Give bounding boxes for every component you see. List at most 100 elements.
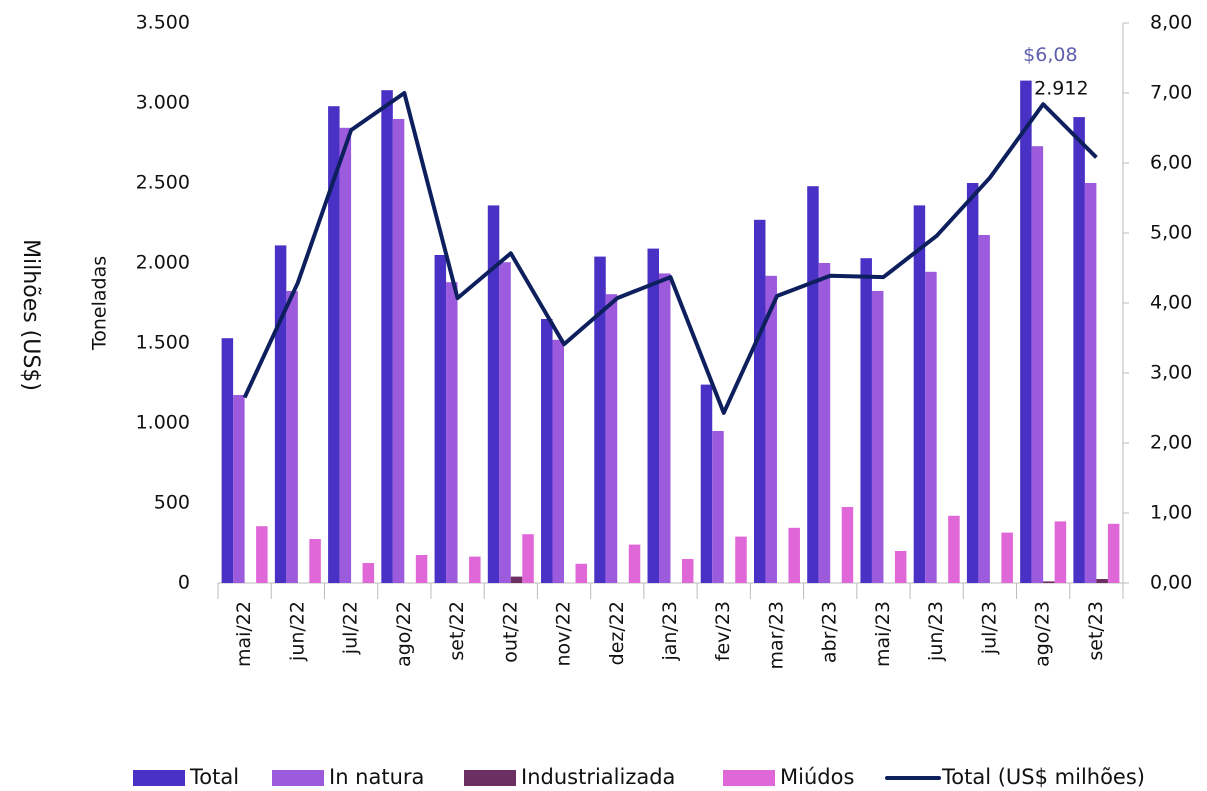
legend-label: Miúdos [780,765,854,789]
bar [894,551,907,583]
y2-axis-title: Milhões (US$) [18,239,43,391]
bar [682,559,694,583]
bar [487,205,500,583]
x-tick-label: fev/23 [712,601,734,661]
bar [966,183,979,583]
data-label: $6,08 [1023,44,1077,66]
x-tick-label: mai/23 [872,601,894,667]
bar [309,539,321,583]
bar [913,205,926,583]
bar [628,544,641,583]
y2-tick-label: 4,00 [1150,292,1192,314]
x-tick-label: ago/22 [393,601,415,667]
bar [788,527,800,583]
y2-tick-label: 5,00 [1150,222,1192,244]
bar [256,526,268,583]
x-tick-label: mai/22 [233,601,255,667]
bar [510,576,523,583]
bar [362,563,375,583]
bar [446,282,458,583]
bar [1001,532,1013,583]
x-tick-label: jun/22 [286,601,308,662]
x-tick-label: set/22 [446,601,468,661]
x-tick-label: jul/22 [340,601,362,655]
bar [221,338,234,583]
x-tick-label: nov/22 [553,601,575,667]
x-tick-label: mar/23 [765,601,787,670]
bar [1054,521,1067,583]
data-label: 2.912 [1034,78,1088,100]
y-tick-label: 1.000 [136,412,190,434]
bar [765,275,777,583]
y2-tick-label: 7,00 [1150,82,1192,104]
bar [541,319,553,583]
bar [978,235,990,583]
bar [753,219,766,584]
bar [1020,80,1032,583]
x-tick-label: jul/23 [978,601,1000,655]
bar [392,119,405,583]
y-tick-label: 3.500 [136,12,190,34]
bar [274,245,287,583]
bar [841,507,854,583]
y-tick-label: 500 [154,492,190,514]
bar [735,536,747,583]
x-tick-label: jun/23 [925,601,947,662]
bar [860,258,872,583]
bar [381,90,393,583]
bar [659,273,671,583]
legend-label: Total [189,765,239,789]
bar [1043,581,1055,583]
bar [605,294,618,583]
bar [594,256,606,583]
x-tick-label: set/23 [1085,601,1107,661]
bar [948,515,960,583]
bar [1073,117,1085,583]
legend-label: Total (US$ milhões) [941,765,1145,789]
legend-swatch [464,770,516,786]
x-tick-label: ago/23 [1032,601,1054,667]
y2-tick-label: 0,00 [1150,572,1192,594]
y-axis-title: Toneladas [89,256,111,351]
legend-swatch [133,770,185,786]
bar [415,555,428,583]
bar [499,262,511,583]
bar [925,271,937,583]
bar [700,384,713,583]
bar [712,431,724,583]
bar [871,291,884,583]
bar [1031,146,1044,583]
y-tick-label: 1.500 [136,332,190,354]
y-tick-label: 2.500 [136,172,190,194]
x-tick-label: jan/23 [659,601,681,662]
bar [233,395,245,583]
x-tick-label: abr/23 [819,601,841,663]
legend-swatch [723,770,775,786]
y2-tick-label: 6,00 [1150,152,1192,174]
y-tick-label: 2.000 [136,252,190,274]
x-tick-label: out/22 [499,601,521,663]
legend-label: Industrializada [521,765,675,789]
y2-tick-label: 8,00 [1150,12,1192,34]
legend-label: In natura [329,765,424,789]
bar [522,534,534,583]
y-tick-label: 3.000 [136,92,190,114]
x-tick-label: dez/22 [606,601,628,665]
bar [469,556,481,583]
bar [1107,523,1120,583]
bar [818,263,831,583]
bar [339,127,352,584]
bar [807,186,819,583]
bar [1084,183,1097,583]
legend-swatch [272,770,324,786]
bar [328,106,340,583]
y2-tick-label: 1,00 [1150,502,1192,524]
bar [1096,579,1108,583]
bar [575,563,588,583]
bar [286,291,298,583]
line [242,91,1098,415]
y2-tick-label: 3,00 [1150,362,1192,384]
bar [434,255,447,583]
bar [647,248,659,583]
